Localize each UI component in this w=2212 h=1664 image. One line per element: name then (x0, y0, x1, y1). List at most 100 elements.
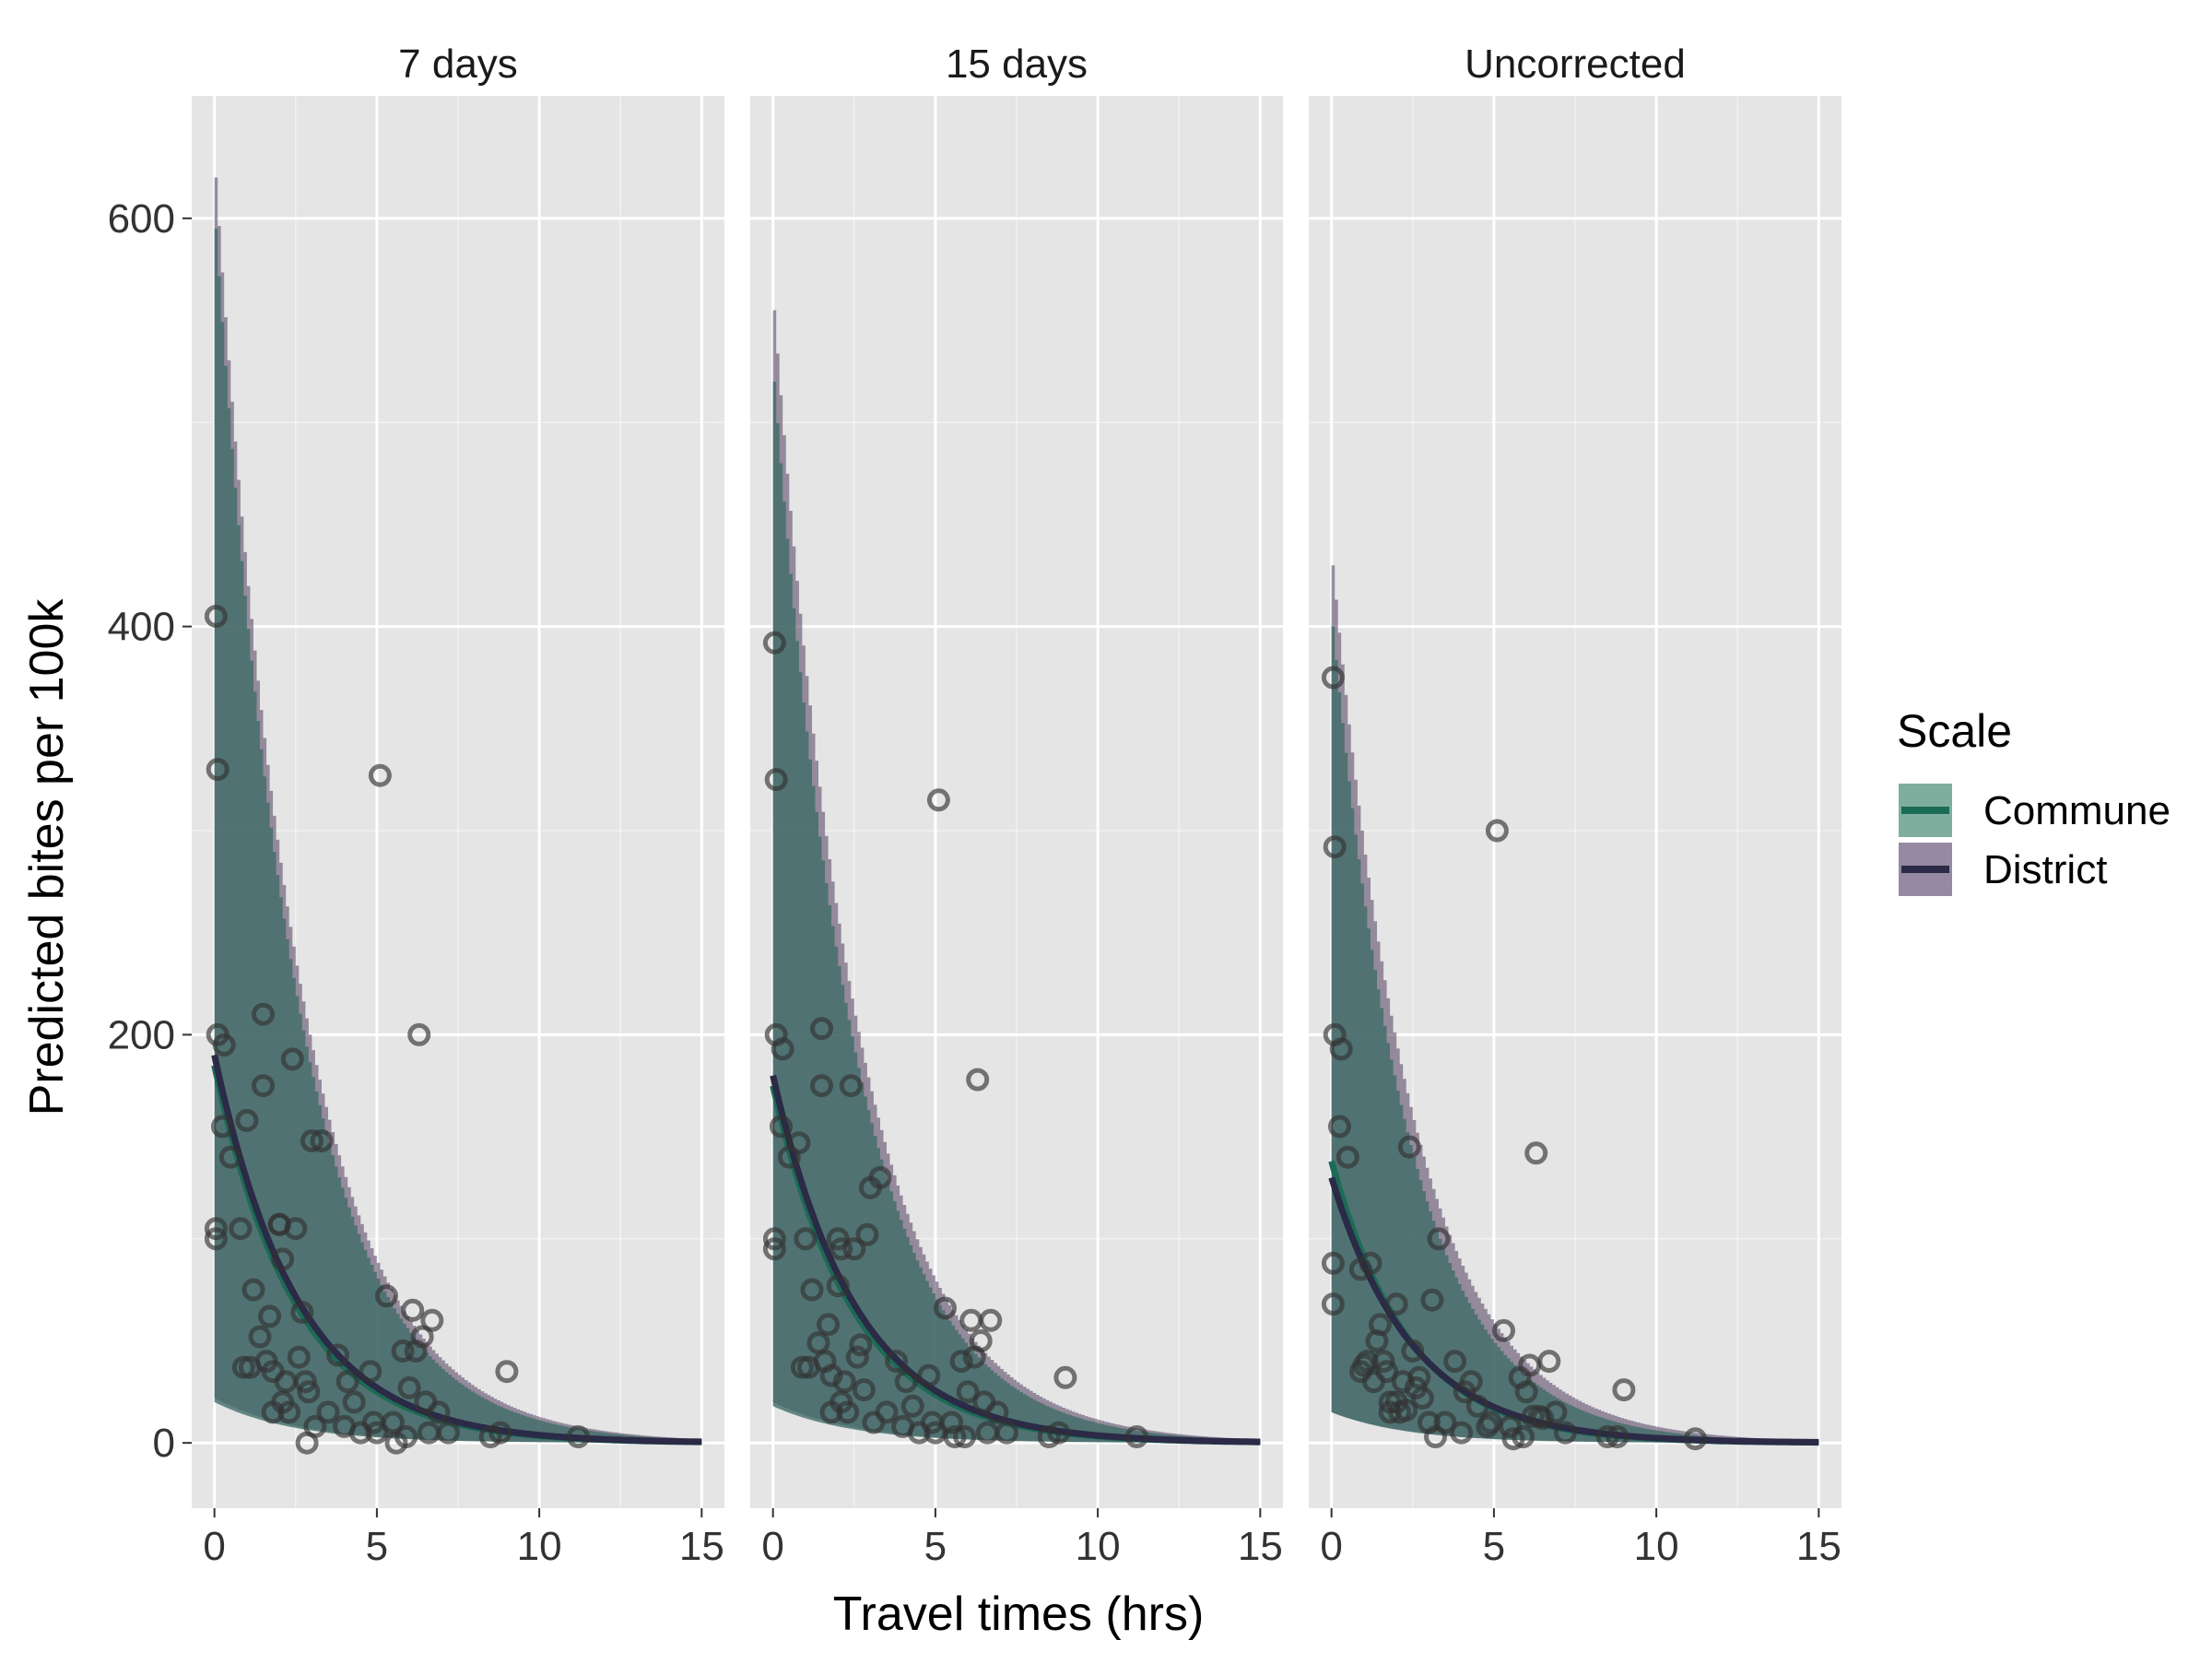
data-point (303, 1414, 327, 1438)
data-point (771, 1037, 794, 1061)
data-point (1369, 1313, 1392, 1337)
data-point (1553, 1421, 1577, 1445)
data-point (953, 1425, 977, 1448)
data-point (258, 1304, 282, 1328)
data-point (994, 1421, 1018, 1445)
data-point (342, 1390, 366, 1414)
data-point (495, 1360, 519, 1384)
data-point (1321, 1251, 1345, 1275)
data-point (1321, 1292, 1345, 1316)
data-point (1544, 1400, 1568, 1424)
data-point (943, 1425, 967, 1448)
data-point (762, 1227, 786, 1251)
data-point (1420, 1288, 1444, 1312)
data-point (770, 1115, 793, 1139)
data-point (1606, 1425, 1630, 1448)
y-tick-label: 0 (153, 1421, 175, 1466)
data-point (868, 1165, 892, 1189)
data-point (218, 1145, 242, 1169)
data-point (940, 1410, 963, 1434)
data-point (762, 1237, 786, 1261)
data-point (280, 1047, 304, 1071)
data-point (287, 1345, 311, 1369)
data-point (1371, 1350, 1395, 1374)
legend-label: District (1983, 847, 2107, 892)
data-point (926, 788, 950, 812)
data-point (1375, 1360, 1399, 1384)
x-axis-label: Travel times (hrs) (833, 1587, 1205, 1641)
data-point (1394, 1398, 1418, 1422)
data-point (810, 1017, 833, 1041)
data-point (1501, 1427, 1525, 1451)
data-point (407, 1022, 431, 1046)
data-point (826, 1274, 850, 1298)
data-point (436, 1421, 460, 1445)
data-point (365, 1421, 389, 1445)
data-point (410, 1325, 434, 1349)
data-point (875, 1400, 899, 1424)
legend-label: Commune (1983, 788, 2171, 833)
x-tick-label: 0 (1320, 1524, 1342, 1569)
x-tick-label: 10 (1076, 1524, 1121, 1569)
data-point (359, 1360, 382, 1384)
panel-2: Uncorrected 0 5 10 15 (1309, 41, 1841, 1569)
x-tick-label: 5 (366, 1524, 388, 1569)
data-point (949, 1350, 973, 1374)
data-point (1427, 1227, 1451, 1251)
data-point (1384, 1292, 1408, 1316)
data-point (1407, 1365, 1431, 1389)
panel-0: 7 days 0 5 10 15 0 200 400 600 (108, 41, 724, 1569)
data-point (204, 1217, 228, 1241)
data-point (316, 1400, 340, 1424)
data-point (969, 1329, 993, 1352)
data-point (1492, 1318, 1515, 1342)
data-point (212, 1033, 236, 1056)
data-point (204, 1227, 228, 1251)
data-point (852, 1378, 876, 1402)
data-point (1328, 1115, 1351, 1139)
data-point (1047, 1421, 1071, 1445)
data-point (252, 1074, 275, 1098)
legend-entry-commune: Commune (1899, 784, 2171, 837)
data-point (934, 1296, 957, 1320)
x-tick-label: 15 (1238, 1524, 1283, 1569)
panel-1: 15 days 0 5 10 15 (750, 41, 1283, 1569)
panel-title: Uncorrected (1465, 41, 1686, 87)
data-point (1595, 1425, 1619, 1448)
data-point (1359, 1251, 1382, 1275)
data-point (839, 1074, 863, 1098)
x-tick-label: 0 (203, 1524, 225, 1569)
data-point (290, 1301, 314, 1324)
data-point (900, 1394, 924, 1418)
x-tick-label: 10 (517, 1524, 562, 1569)
district-line (211, 1054, 702, 1446)
data-point (420, 1308, 444, 1332)
legend-entries: Commune District (1899, 784, 2171, 896)
data-point (368, 763, 392, 787)
data-point (764, 768, 788, 792)
data-point (326, 1343, 350, 1367)
x-tick-label: 15 (679, 1524, 724, 1569)
data-point (397, 1375, 421, 1399)
data-point (832, 1370, 856, 1394)
data-point (1323, 835, 1347, 859)
x-tick-label: 0 (761, 1524, 783, 1569)
data-point (401, 1298, 425, 1322)
panel-title: 15 days (946, 41, 1088, 87)
data-point (229, 1217, 253, 1241)
data-point (206, 758, 229, 782)
data-point (1459, 1370, 1483, 1394)
data-point (375, 1284, 398, 1308)
data-point (241, 1278, 265, 1302)
data-point (297, 1380, 321, 1404)
data-point (1537, 1350, 1561, 1374)
y-tick-label: 600 (108, 196, 175, 242)
data-point (855, 1222, 879, 1246)
data-point (488, 1421, 512, 1445)
data-point (427, 1400, 451, 1424)
data-point (284, 1217, 308, 1241)
commune-ribbon (1331, 626, 1819, 1444)
data-point (248, 1325, 272, 1349)
